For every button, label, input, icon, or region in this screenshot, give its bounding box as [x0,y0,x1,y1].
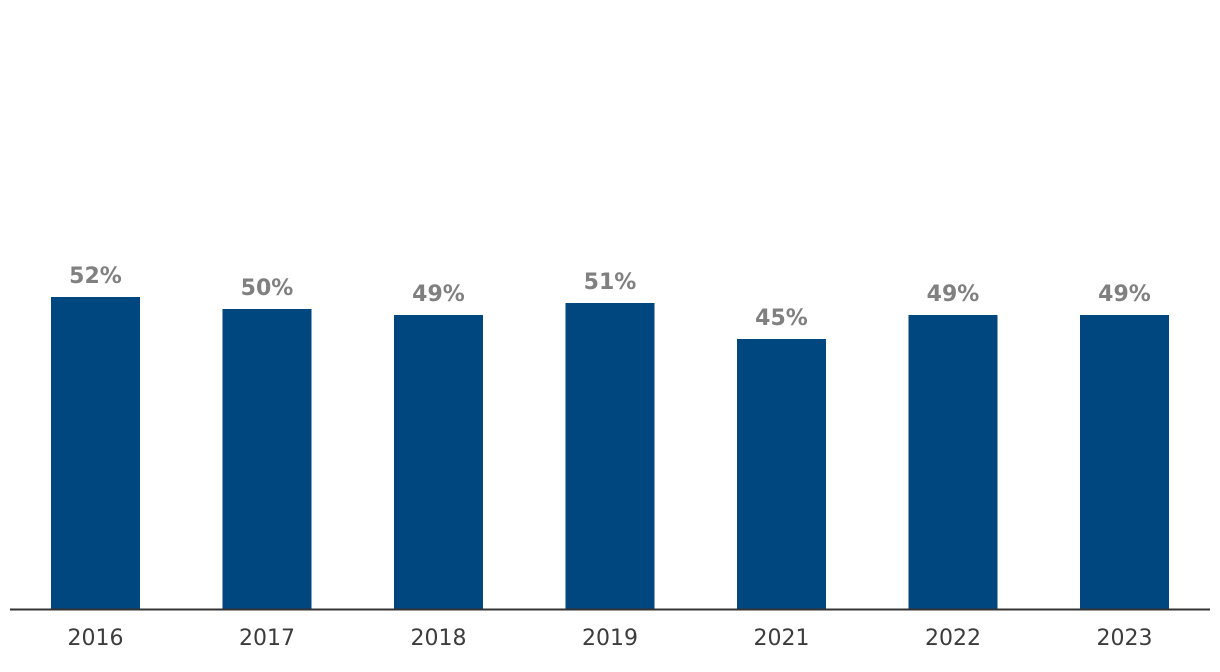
x-tick-label-2018: 2018 [411,626,467,651]
data-label-2023: 49% [1098,282,1151,307]
x-tick-label-2017: 2017 [239,626,295,651]
x-tick-label-2023: 2023 [1097,626,1153,651]
x-tick-labels-group: 2016 2017 2018 2019 2021 2022 2023 [68,626,1153,651]
data-label-2022: 49% [927,282,980,307]
bar-2018 [394,315,483,609]
bar-2023 [1080,315,1169,609]
bar-2019 [565,303,655,609]
x-tick-label-2021: 2021 [754,626,810,651]
bar-2017 [222,309,312,609]
bar-2021 [737,339,826,609]
x-tick-label-2022: 2022 [925,626,981,651]
data-labels-group: 52% 50% 49% 51% 45% 49% 49% [69,264,1151,331]
x-tick-label-2019: 2019 [582,626,638,651]
data-label-2019: 51% [584,270,637,295]
bar-2022 [908,315,998,609]
data-label-2021: 45% [755,306,808,331]
data-label-2017: 50% [241,276,294,301]
data-label-2018: 49% [412,282,465,307]
bar-2016 [51,297,140,609]
x-tick-label-2016: 2016 [68,626,124,651]
data-label-2016: 52% [69,264,122,289]
bars-group [51,297,1169,609]
